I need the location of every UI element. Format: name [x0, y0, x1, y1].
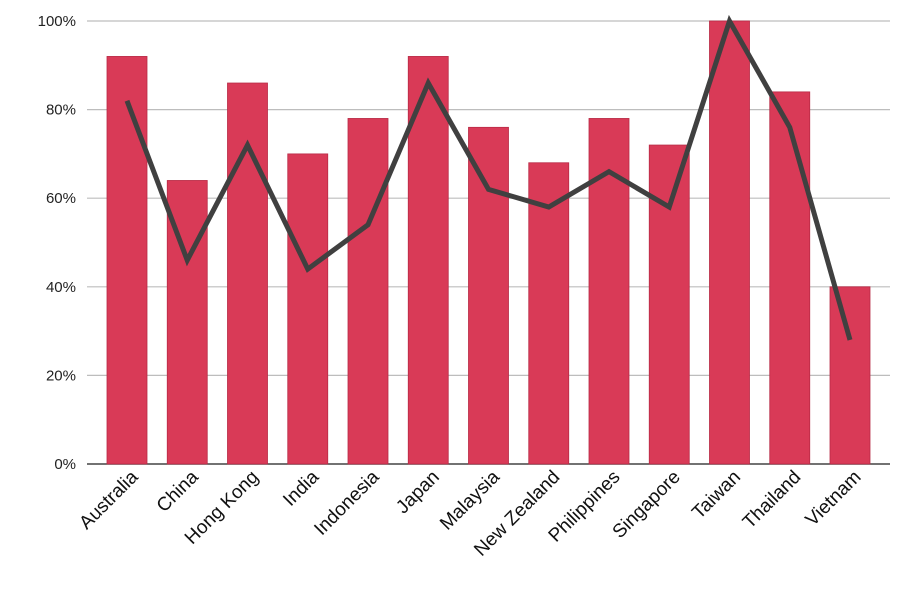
y-tick-label: 40% [46, 279, 76, 296]
x-category-label: Australia [75, 466, 142, 533]
bar-india [287, 153, 329, 465]
bar-philippines [588, 118, 630, 465]
x-category-label: Taiwan [688, 467, 745, 524]
y-axis-tick-labels: 0% 20% 40% 60% 80% 100% [38, 13, 76, 473]
line-series [124, 14, 853, 341]
bar-taiwan [709, 20, 750, 465]
y-tick-label: 80% [46, 102, 76, 119]
bar-thailand [769, 91, 811, 465]
x-category-label: Japan [392, 467, 443, 518]
bar-series [106, 20, 871, 465]
bar-australia [106, 56, 148, 465]
bar-indonesia [347, 118, 389, 465]
x-category-label: Thailand [739, 467, 805, 533]
bar-japan [407, 56, 449, 465]
bar-malaysia [468, 126, 509, 465]
y-tick-label: 0% [54, 456, 76, 473]
bar-new-zealand [528, 162, 570, 465]
x-category-label: China [153, 466, 203, 516]
y-tick-label: 60% [46, 190, 76, 207]
bar-vietnam [829, 286, 871, 465]
bar-singapore [648, 144, 690, 465]
y-tick-label: 20% [46, 367, 76, 384]
y-tick-label: 100% [38, 13, 76, 30]
x-category-label: Indonesia [310, 466, 383, 539]
x-category-label: Vietnam [802, 467, 866, 531]
x-category-label: India [279, 466, 323, 510]
